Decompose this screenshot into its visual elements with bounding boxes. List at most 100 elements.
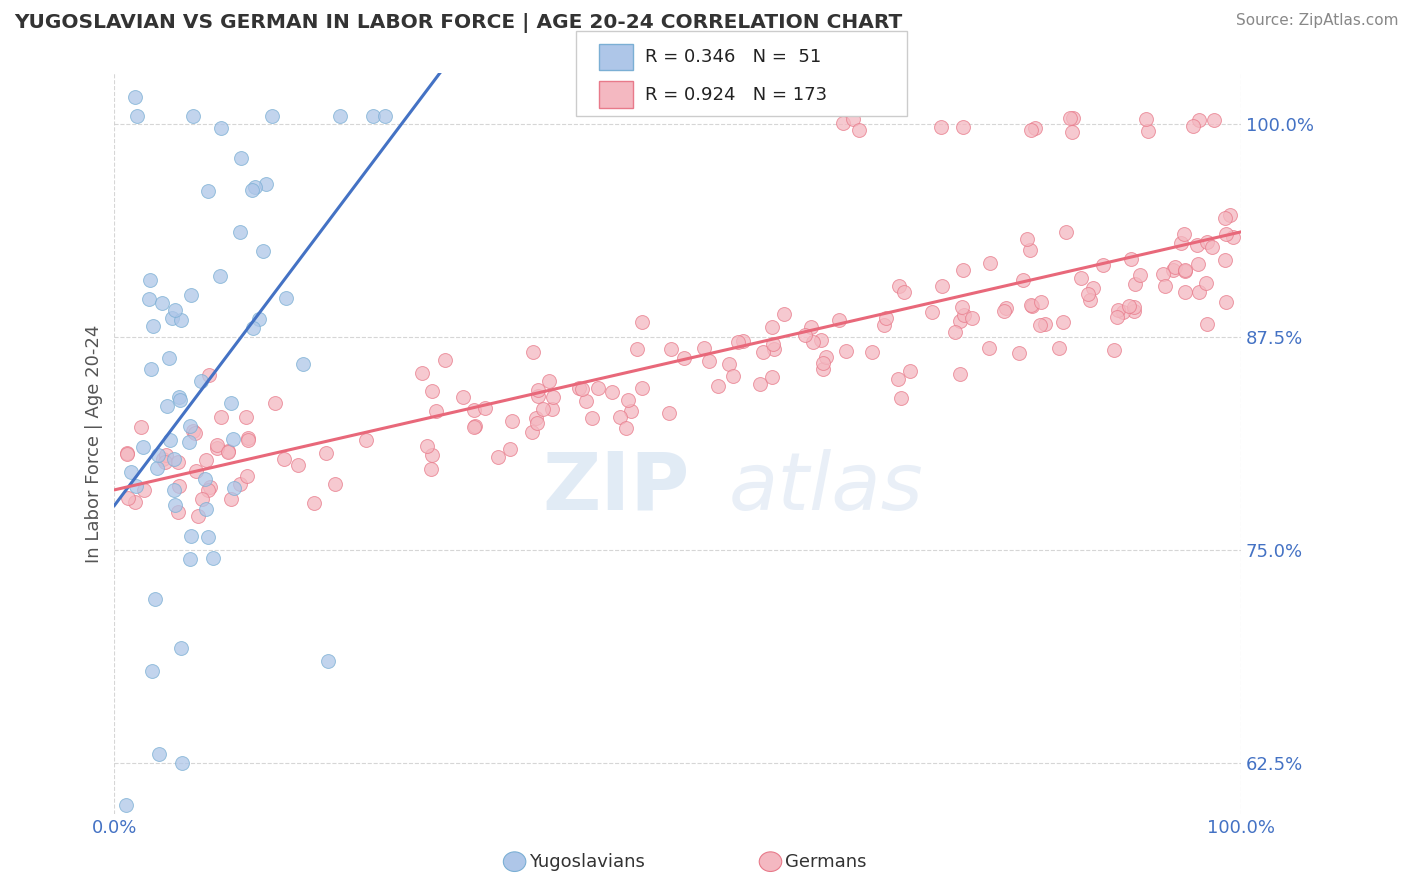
Point — [139, 361, 162, 376]
Point — [763, 342, 786, 356]
Point — [419, 462, 441, 476]
Point — [1187, 257, 1209, 271]
Point — [181, 424, 204, 438]
Point — [180, 287, 202, 301]
Point — [887, 372, 910, 386]
Point — [832, 116, 855, 130]
Point — [1029, 318, 1052, 333]
Point — [727, 335, 749, 350]
Point — [1202, 112, 1225, 127]
Point — [315, 445, 337, 459]
Y-axis label: In Labor Force | Age 20-24: In Labor Force | Age 20-24 — [86, 325, 103, 563]
Point — [586, 380, 609, 394]
Point — [163, 302, 186, 317]
Point — [733, 334, 755, 349]
Point — [142, 318, 165, 333]
Point — [619, 404, 641, 418]
Point — [146, 461, 169, 475]
Point — [157, 351, 180, 365]
Point — [1012, 273, 1035, 287]
Point — [242, 320, 264, 334]
Point — [217, 444, 239, 458]
Point — [801, 334, 824, 349]
Point — [235, 410, 257, 425]
Point — [1118, 299, 1140, 313]
Point — [167, 454, 190, 468]
Point — [186, 509, 208, 524]
Text: Yugoslavians: Yugoslavians — [529, 853, 644, 871]
Point — [138, 292, 160, 306]
Point — [842, 112, 865, 126]
Point — [205, 438, 228, 452]
Point — [949, 314, 972, 328]
Point — [875, 310, 897, 325]
Point — [191, 492, 214, 507]
Point — [499, 442, 522, 456]
Point — [1060, 125, 1083, 139]
Point — [921, 304, 943, 318]
Point — [1033, 317, 1056, 331]
Point — [180, 529, 202, 543]
Point — [873, 318, 896, 333]
Point — [1152, 267, 1174, 281]
Point — [115, 446, 138, 460]
Point — [224, 481, 246, 495]
Point — [533, 402, 555, 417]
Point — [1135, 112, 1157, 126]
Point — [1188, 112, 1211, 127]
Point — [800, 319, 823, 334]
Point — [1170, 235, 1192, 250]
Point — [356, 433, 378, 447]
Point — [273, 452, 295, 467]
Point — [249, 312, 271, 326]
Point — [1021, 299, 1043, 313]
Point — [129, 420, 152, 434]
Point — [1182, 119, 1205, 133]
Point — [952, 262, 974, 277]
Point — [1174, 263, 1197, 277]
Point — [195, 502, 218, 516]
Point — [1077, 287, 1099, 301]
Point — [329, 109, 352, 123]
Point — [568, 381, 591, 395]
Point — [114, 798, 136, 813]
Text: R = 0.346   N =  51: R = 0.346 N = 51 — [645, 48, 821, 66]
Point — [236, 431, 259, 445]
Point — [1059, 111, 1081, 125]
Point — [486, 450, 509, 464]
Point — [139, 273, 162, 287]
Point — [772, 307, 794, 321]
Point — [463, 420, 485, 434]
Point — [198, 368, 221, 382]
Point — [1107, 303, 1129, 318]
Point — [132, 440, 155, 454]
Point — [943, 325, 966, 339]
Point — [179, 551, 201, 566]
Point — [201, 550, 224, 565]
Point — [600, 384, 623, 399]
Point — [1112, 304, 1135, 318]
Point — [524, 411, 547, 425]
Point — [411, 366, 433, 380]
Point — [146, 448, 169, 462]
Text: Source: ZipAtlas.com: Source: ZipAtlas.com — [1236, 13, 1399, 29]
Point — [132, 483, 155, 498]
Point — [1213, 211, 1236, 225]
Point — [252, 244, 274, 259]
Point — [810, 333, 832, 347]
Point — [125, 478, 148, 492]
Point — [1070, 270, 1092, 285]
Point — [995, 301, 1018, 315]
Point — [953, 308, 976, 322]
Point — [1019, 298, 1042, 312]
Point — [571, 382, 593, 396]
Point — [541, 391, 564, 405]
Point — [1019, 123, 1042, 137]
Point — [813, 356, 835, 370]
Point — [1062, 111, 1084, 125]
Point — [1017, 232, 1039, 246]
Point — [929, 120, 952, 134]
Point — [166, 505, 188, 519]
Point — [538, 374, 561, 388]
Point — [170, 313, 193, 327]
